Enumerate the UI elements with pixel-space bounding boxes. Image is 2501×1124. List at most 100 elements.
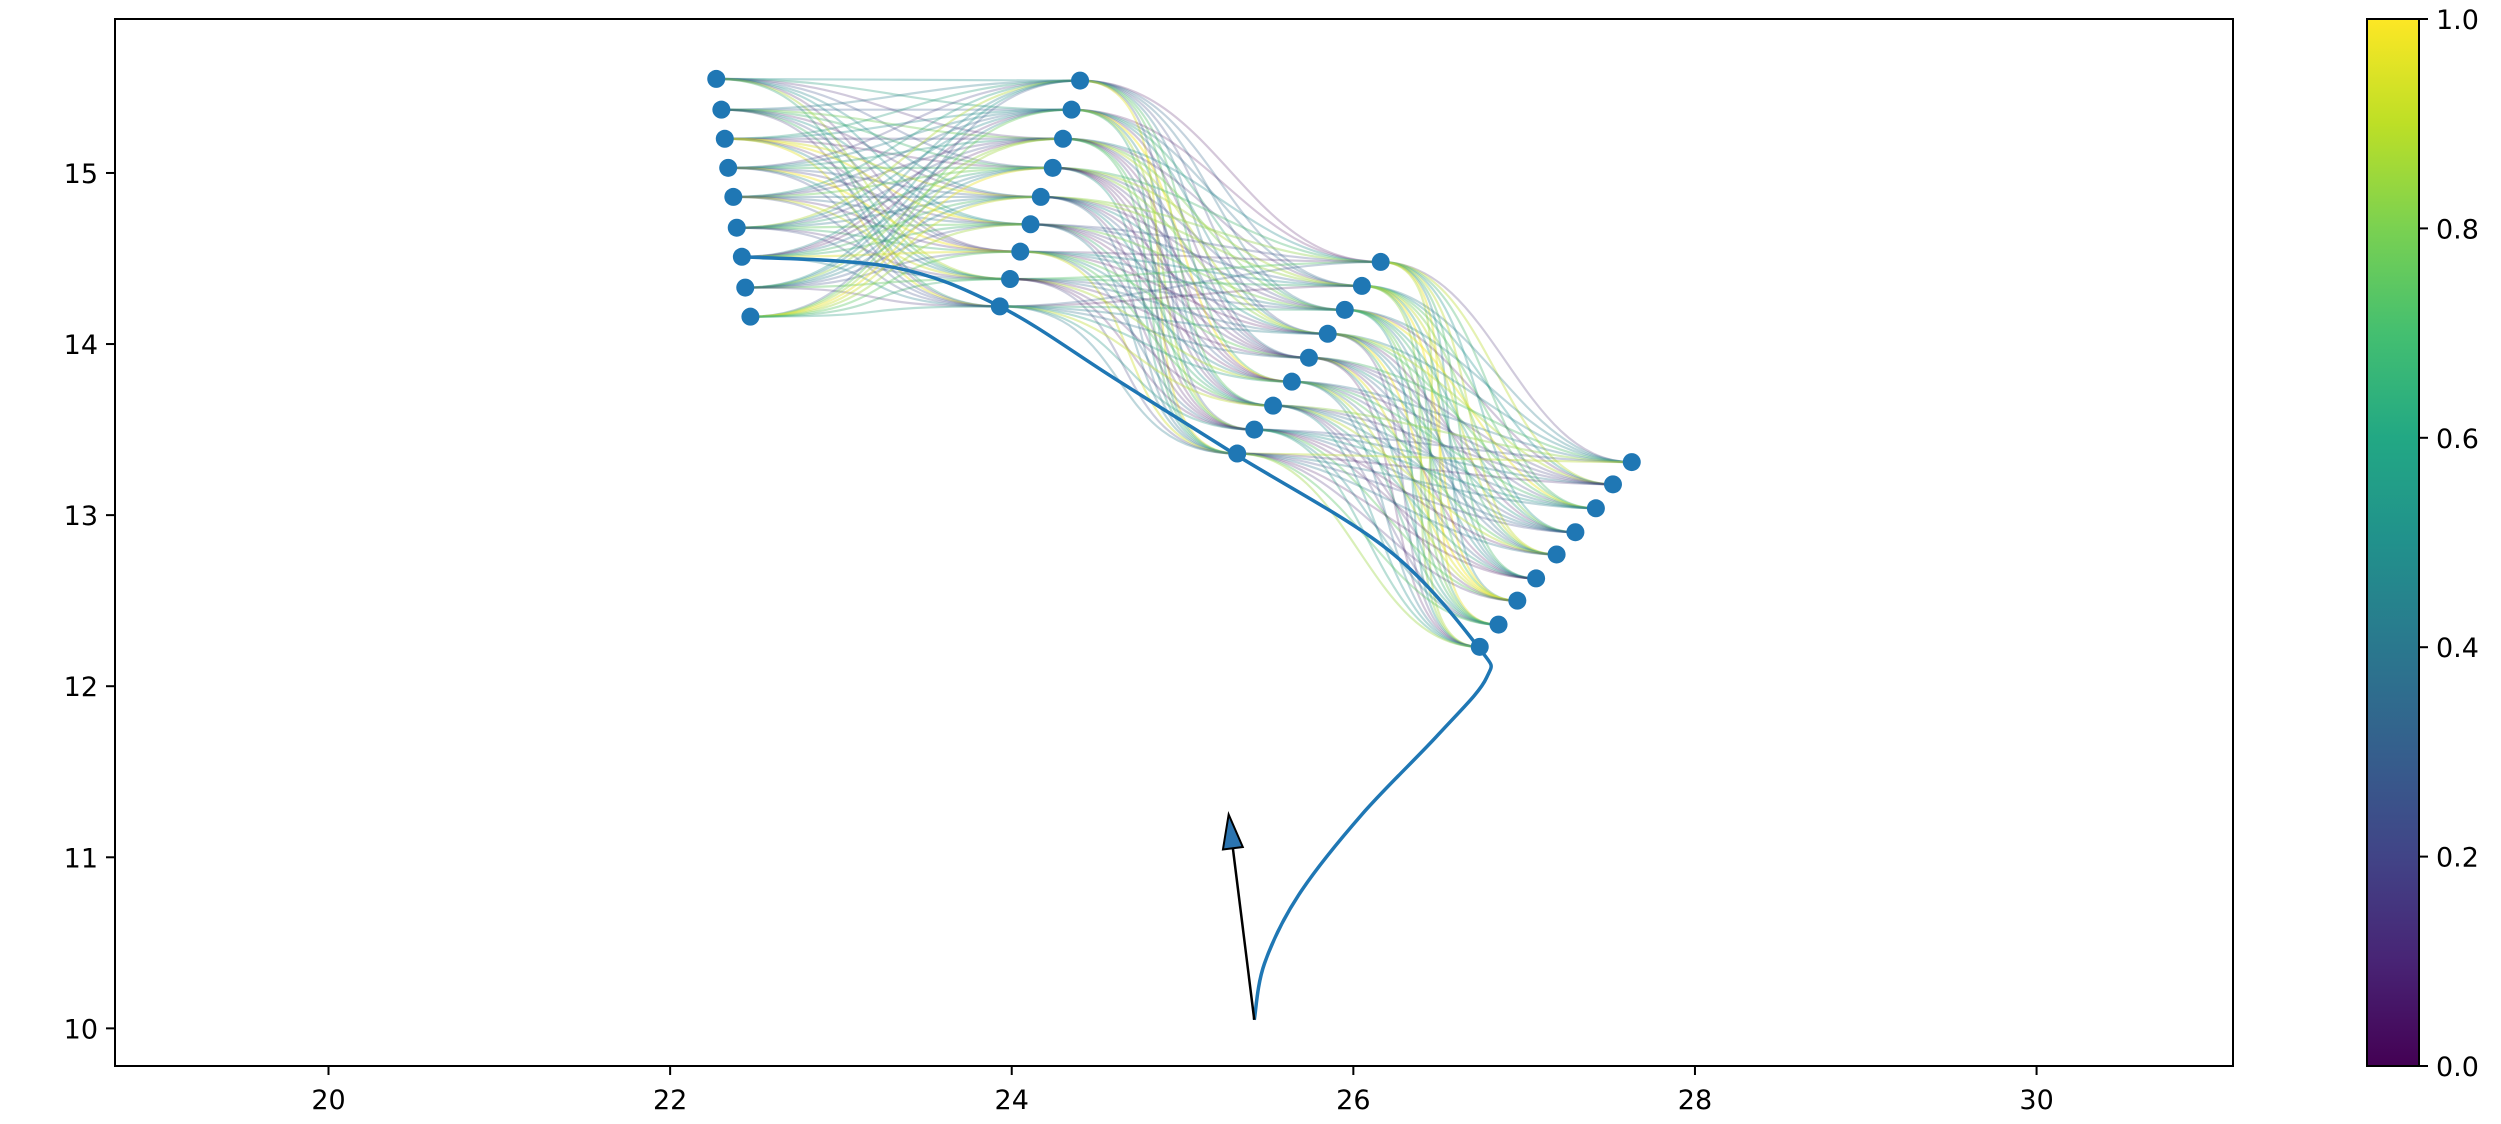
connection-line <box>1052 166 1381 264</box>
connection-line <box>716 77 1053 169</box>
x-tick-label: 22 <box>653 1085 687 1116</box>
connection-line <box>1040 195 1309 359</box>
y-tick-label: 12 <box>64 672 98 703</box>
connection-line <box>745 277 1011 289</box>
connection-line <box>1308 356 1596 510</box>
connection-line <box>745 79 1081 289</box>
connection-line <box>1308 356 1537 580</box>
connection-line <box>1080 79 1238 455</box>
connection-line <box>741 79 1081 258</box>
connection-line <box>1344 308 1518 602</box>
connection-line <box>1273 404 1518 602</box>
connection-line <box>1237 452 1480 648</box>
connection-line <box>724 137 1053 169</box>
data-point <box>1352 276 1371 295</box>
connection-line <box>1071 108 1255 431</box>
connection-line <box>1254 428 1632 464</box>
connection-line <box>1020 250 1255 431</box>
connection-line <box>1308 356 1518 602</box>
x-tick-label: 26 <box>1336 1085 1370 1116</box>
connection-line <box>736 226 1011 281</box>
connection-line <box>745 166 1053 289</box>
scatter-points <box>707 69 1641 656</box>
connection-line <box>1291 380 1576 534</box>
connection-line <box>733 195 1011 281</box>
connection-line <box>1030 223 1238 455</box>
connection-line <box>1040 195 1255 431</box>
connection-line <box>716 77 1031 226</box>
connection-line <box>1062 137 1328 335</box>
connection-line <box>1030 223 1381 264</box>
connection-line <box>1380 260 1576 534</box>
connection-line <box>1010 277 1345 311</box>
connection-line <box>999 305 1328 335</box>
connection-line <box>741 166 1053 258</box>
connection-line <box>728 166 1041 199</box>
connection-line <box>745 250 1021 289</box>
plot-area <box>707 69 1641 1021</box>
connection-line <box>1030 223 1328 335</box>
connection-line <box>721 79 1081 111</box>
connection-line <box>1052 166 1255 431</box>
connection-line <box>736 195 1041 229</box>
y-tick-label: 11 <box>64 843 98 874</box>
connection-line <box>728 137 1063 169</box>
colorbar-tick-label: 0.6 <box>2436 424 2479 455</box>
y-tick-label: 15 <box>64 159 98 190</box>
connection-line <box>1020 250 1328 335</box>
data-point <box>1603 475 1622 494</box>
connection-line <box>745 195 1041 289</box>
connection-line <box>1291 380 1518 602</box>
connection-line <box>716 77 1000 308</box>
data-point <box>1622 453 1641 472</box>
connection-line <box>741 108 1072 258</box>
data-point <box>741 307 760 326</box>
x-tick-label: 20 <box>311 1085 345 1116</box>
data-point <box>736 278 755 297</box>
data-point <box>1228 444 1247 463</box>
connection-line <box>1327 332 1632 464</box>
connection-line <box>728 79 1081 169</box>
connection-line <box>1237 452 1613 486</box>
connection-line <box>750 108 1072 318</box>
connection-line <box>1020 250 1345 311</box>
connection-line <box>1254 428 1557 556</box>
data-point <box>1062 100 1081 119</box>
connection-line <box>1380 260 1499 626</box>
connection-line <box>1361 284 1576 534</box>
data-point <box>727 218 746 237</box>
connection-line <box>733 137 1063 199</box>
data-point <box>1011 242 1030 261</box>
connection-line <box>1080 79 1274 407</box>
connection-line <box>1010 260 1381 281</box>
connection-line <box>745 223 1031 289</box>
connection-line <box>1030 223 1292 383</box>
colorbar-tick-label: 0.4 <box>2436 633 2479 664</box>
connection-line <box>1020 250 1238 455</box>
data-point <box>724 187 743 206</box>
connection-line <box>1010 277 1255 431</box>
data-point <box>1264 396 1283 415</box>
data-point <box>990 297 1009 316</box>
data-point <box>719 158 738 177</box>
connection-line <box>999 305 1292 383</box>
data-point <box>1071 71 1090 90</box>
connection-line <box>1254 428 1499 626</box>
connection-lines <box>716 77 1632 648</box>
connection-line <box>1308 356 1576 534</box>
connection-line <box>721 108 1011 281</box>
connection-line <box>733 108 1072 199</box>
connection-line <box>1327 332 1499 626</box>
connection-line <box>724 137 1031 226</box>
connection-line <box>1071 108 1238 455</box>
connection-line <box>728 166 1011 281</box>
connection-line <box>733 79 1081 199</box>
connection-line <box>1380 260 1613 486</box>
connection-line <box>745 137 1063 289</box>
data-point <box>1299 348 1318 367</box>
connection-line <box>1237 452 1632 464</box>
connection-line <box>1062 137 1345 311</box>
connection-line <box>1291 380 1499 626</box>
connection-line <box>716 77 1041 199</box>
